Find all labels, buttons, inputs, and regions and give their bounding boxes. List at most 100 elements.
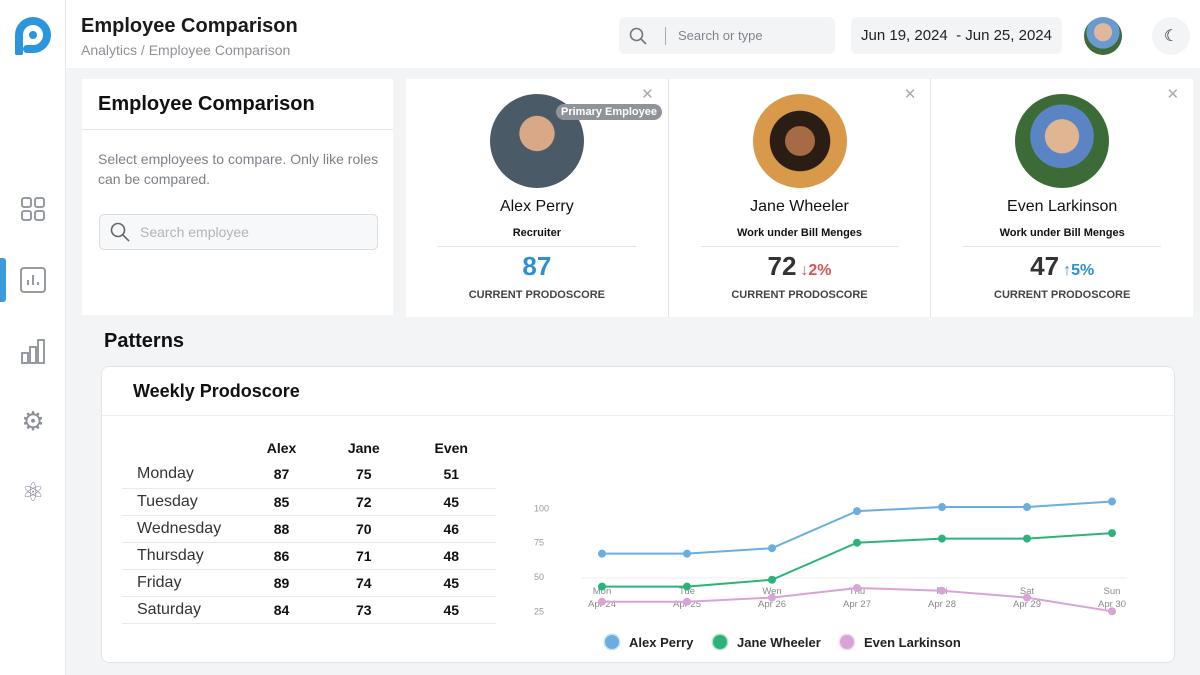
- header: Employee Comparison Analytics / Employee…: [66, 0, 1200, 68]
- date-range-picker[interactable]: Jun 19, 2024 - Jun 25, 2024: [851, 17, 1062, 54]
- data-point: [598, 597, 606, 606]
- score-cell: 70: [321, 515, 407, 543]
- divider: [438, 246, 636, 247]
- score-cell: 72: [321, 488, 407, 516]
- score-cell: 45: [406, 488, 496, 516]
- data-point: [938, 503, 946, 512]
- active-indicator: [0, 258, 6, 302]
- data-point: [768, 575, 776, 584]
- data-point: [1108, 529, 1116, 538]
- column-header: [122, 435, 242, 461]
- data-point: [1108, 497, 1116, 506]
- remove-employee-button[interactable]: ✕: [641, 86, 654, 103]
- sidebar-item-dashboard[interactable]: [18, 194, 48, 224]
- employee-role: Work under Bill Menges: [999, 227, 1125, 239]
- day-label: Saturday: [122, 596, 242, 624]
- divider: [82, 129, 393, 130]
- search-placeholder: Search or type: [678, 28, 763, 43]
- employee-photo: [1015, 94, 1110, 188]
- search-placeholder: Search employee: [140, 224, 249, 240]
- data-point: [938, 586, 946, 595]
- sidebar-item-integrations[interactable]: ⚛: [18, 477, 48, 507]
- column-header: Jane: [347, 440, 380, 456]
- day-label: Thursday: [122, 542, 242, 570]
- legend-label: Even Larkinson: [864, 635, 961, 650]
- logo-icon[interactable]: [15, 17, 51, 55]
- score-cell: 84: [242, 596, 322, 624]
- user-avatar[interactable]: [1084, 17, 1122, 55]
- day-label: Monday: [122, 461, 242, 489]
- y-tick-label: 75: [534, 538, 544, 548]
- sidebar-item-analytics[interactable]: [18, 265, 48, 295]
- atom-icon: ⚛: [21, 476, 45, 507]
- remove-employee-button[interactable]: ✕: [1166, 86, 1180, 103]
- bar-chart-icon: [21, 339, 45, 364]
- score-label: CURRENT PRODOSCORE: [731, 289, 868, 301]
- score-cell: 88: [242, 515, 322, 543]
- x-tick-label: Sun Apr 30: [1098, 586, 1126, 610]
- data-point: [683, 597, 691, 606]
- y-tick-label: 50: [534, 572, 544, 582]
- employee-name: Even Larkinson: [1007, 198, 1118, 215]
- grid-icon: [21, 197, 45, 221]
- search-icon: [629, 27, 647, 45]
- data-point: [598, 549, 606, 558]
- data-point: [853, 583, 861, 592]
- data-point: [768, 544, 776, 553]
- breadcrumb[interactable]: Analytics / Employee Comparison: [81, 42, 291, 58]
- score-cell: 48: [406, 542, 496, 570]
- employee-role: Work under Bill Menges: [736, 227, 863, 239]
- score-cell: 87: [242, 461, 322, 489]
- chart-icon: [20, 267, 46, 293]
- divider: [700, 246, 899, 247]
- table-row: Friday 89 74 45: [122, 569, 496, 597]
- legend-marker: [711, 633, 729, 651]
- legend-marker: [838, 633, 856, 651]
- score-value: 87: [522, 251, 552, 281]
- remove-employee-button[interactable]: ✕: [903, 86, 917, 103]
- data-point: [683, 549, 691, 558]
- weekly-prodoscore-card: Weekly Prodoscore Alex Jane Even Monday 87 7…: [101, 366, 1175, 663]
- table-row: Tuesday 85 72 45: [122, 488, 496, 516]
- data-point: [768, 593, 776, 602]
- table-row: Thursday 86 71 48: [122, 542, 496, 570]
- score-cell: 73: [321, 596, 407, 624]
- score-table: Alex Jane Even Monday 87 75 51 Tuesday 85 72 45 We…: [122, 435, 496, 624]
- dark-mode-toggle[interactable]: ☾: [1152, 17, 1190, 55]
- employee-search-input[interactable]: Search employee: [99, 214, 378, 250]
- employee-score: 72 ↓2%: [669, 251, 931, 282]
- score-delta: ↓2%: [800, 262, 832, 279]
- score-value: 47: [1030, 251, 1060, 281]
- score-cell: 71: [321, 542, 407, 570]
- score-value: 72: [767, 251, 797, 281]
- divider: [102, 415, 1174, 416]
- y-tick-label: 100: [534, 503, 549, 513]
- global-search-input[interactable]: Search or type: [619, 17, 835, 54]
- employee-card: Primary Employee ✕ Alex Perry Recruiter …: [406, 79, 669, 317]
- sidebar: ⚙ ⚛: [0, 0, 66, 675]
- data-point: [1023, 503, 1031, 512]
- score-label: CURRENT PRODOSCORE: [994, 289, 1131, 301]
- table-row: Saturday 84 73 45: [122, 596, 496, 624]
- sidebar-item-settings[interactable]: ⚙: [18, 406, 48, 436]
- data-point: [853, 538, 861, 547]
- score-cell: 46: [406, 515, 496, 543]
- employee-card: ✕ Even Larkinson Work under Bill Menges …: [931, 79, 1193, 317]
- data-point: [938, 534, 946, 543]
- legend-label: Alex Perry: [629, 635, 694, 650]
- score-cell: 45: [406, 596, 496, 624]
- day-label: Wednesday: [122, 515, 242, 543]
- selector-title: Employee Comparison: [98, 93, 315, 115]
- y-tick-label: 25: [534, 606, 544, 616]
- search-icon: [110, 222, 130, 242]
- selector-description: Select employees to compare. Only like r…: [98, 151, 379, 187]
- legend-marker: [603, 633, 621, 651]
- score-cell: 74: [321, 569, 407, 597]
- employee-photo: [752, 94, 847, 188]
- employee-name: Alex Perry: [499, 198, 574, 215]
- divider: [963, 246, 1162, 247]
- sidebar-item-reports[interactable]: [18, 336, 48, 366]
- table-row: Monday 87 75 51: [122, 461, 496, 489]
- column-header: Even: [434, 440, 468, 456]
- employee-score: 47 ↑5%: [931, 251, 1193, 282]
